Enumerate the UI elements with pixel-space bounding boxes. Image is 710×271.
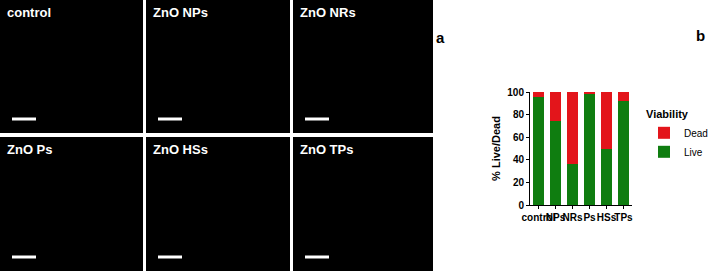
svg-text:HSs: HSs	[597, 212, 617, 223]
svg-text:Live: Live	[684, 147, 703, 158]
svg-text:0: 0	[518, 200, 524, 211]
svg-text:ZnO NPs: ZnO NPs	[153, 5, 208, 20]
svg-text:ZnO HSs: ZnO HSs	[153, 142, 208, 157]
svg-text:NRs: NRs	[562, 212, 582, 223]
svg-text:80: 80	[513, 109, 525, 120]
svg-text:ZnO NRs: ZnO NRs	[300, 5, 356, 20]
svg-text:% Live/Dead: % Live/Dead	[490, 116, 502, 181]
svg-text:60: 60	[513, 132, 525, 143]
svg-text:100: 100	[507, 87, 524, 98]
svg-text:ZnO TPs: ZnO TPs	[300, 142, 353, 157]
svg-text:Viability: Viability	[646, 108, 689, 120]
svg-text:20: 20	[513, 177, 525, 188]
svg-text:NPs: NPs	[546, 212, 566, 223]
svg-text:control: control	[522, 212, 556, 223]
svg-text:b: b	[696, 27, 705, 44]
svg-text:a: a	[436, 29, 445, 46]
svg-text:Dead: Dead	[684, 128, 708, 139]
svg-text:40: 40	[513, 154, 525, 165]
svg-text:control: control	[7, 5, 51, 20]
svg-text:Ps: Ps	[583, 212, 596, 223]
svg-text:ZnO Ps: ZnO Ps	[7, 142, 53, 157]
svg-text:TPs: TPs	[614, 212, 633, 223]
